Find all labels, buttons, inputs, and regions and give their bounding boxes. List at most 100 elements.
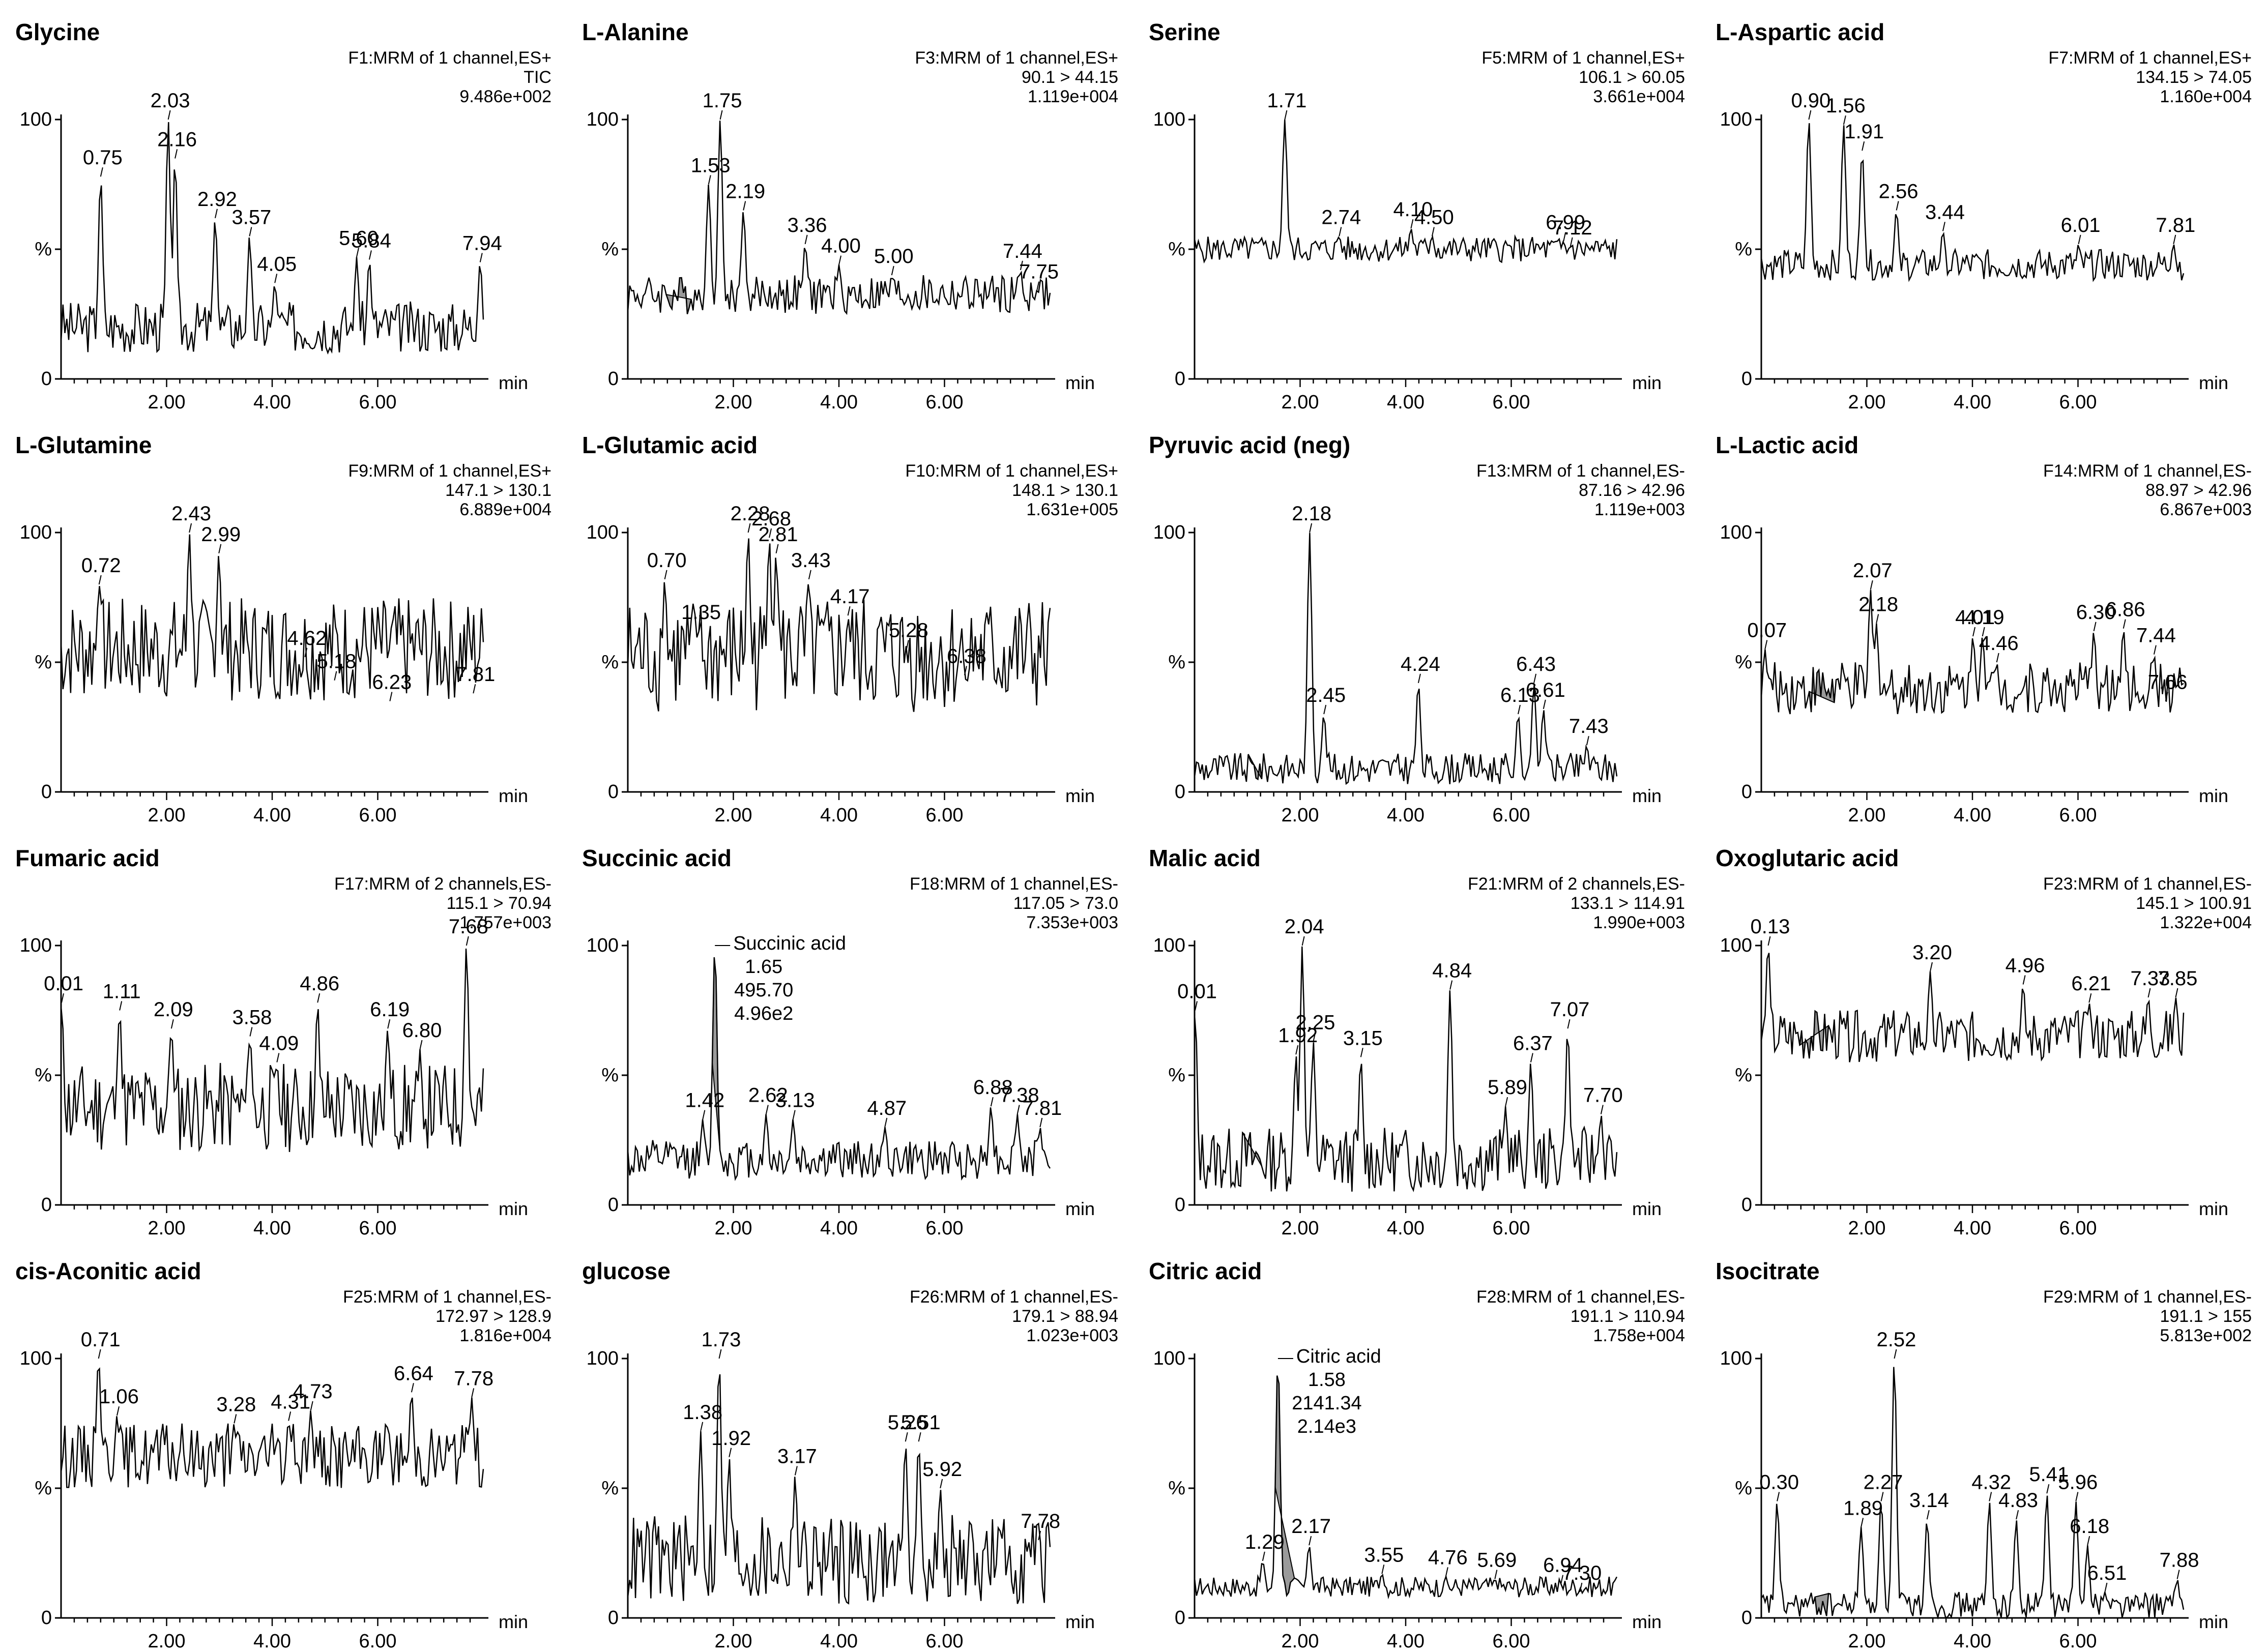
- peak-leader: [389, 692, 393, 701]
- y-tick-label: 0: [1175, 368, 1185, 390]
- y-tick-label: 100: [587, 935, 619, 956]
- peak-label: 2.28: [731, 503, 770, 525]
- peak-leader: [699, 622, 702, 632]
- peak-leader: [167, 110, 171, 120]
- y-tick-label: %: [1735, 239, 1752, 260]
- channel-header: F28:MRM of 1 channel,ES- 191.1 > 110.94 1.…: [1476, 1287, 1685, 1345]
- peak-label: 0.75: [83, 146, 123, 169]
- channel-header-line: 148.1 > 130.1: [1012, 481, 1118, 500]
- peak-leader: [729, 1448, 732, 1458]
- peak-leader: [918, 1432, 921, 1442]
- peak-leader: [61, 993, 65, 1003]
- peak-leader: [249, 227, 252, 237]
- channel-header-line: 115.1 > 70.94: [446, 894, 551, 913]
- peak-leader: [1926, 1510, 1930, 1520]
- chromatogram-trace: [1194, 533, 1618, 785]
- peak-label: 1.92: [1278, 1024, 1318, 1047]
- y-tick-label: %: [601, 1478, 619, 1499]
- x-tick-label: 6.00: [1493, 805, 1530, 826]
- x-tick-label: 2.00: [1848, 1218, 1886, 1239]
- channel-header-line: 106.1 > 60.05: [1579, 68, 1685, 87]
- chromatogram-svg: 0% 100 2.00 4.00 6.00 min 0.01 1.92 2.04 2.25 3.15…: [1153, 916, 1662, 1239]
- panel-title: Succinic acid: [582, 845, 732, 871]
- y-tick-label: %: [601, 239, 619, 260]
- peak-leader: [1039, 1117, 1043, 1128]
- channel-header-line: 1.023e+003: [1026, 1326, 1118, 1345]
- peak-leader: [1579, 1582, 1583, 1592]
- channel-header: F21:MRM of 2 channels,ES- 133.1 > 114.91 1…: [1468, 874, 1685, 932]
- peak-leader: [906, 640, 909, 650]
- y-tick-label: 100: [1153, 109, 1185, 130]
- channel-header-line: F28:MRM of 1 channel,ES-: [1476, 1287, 1685, 1307]
- panel-title: Glycine: [15, 19, 100, 45]
- peak-label: 3.13: [775, 1089, 815, 1112]
- peak-label: 0.71: [81, 1329, 121, 1351]
- x-tick-label: 6.00: [1493, 1631, 1530, 1652]
- peak-label: 6.94: [1543, 1554, 1583, 1577]
- y-tick-label: %: [1735, 1478, 1752, 1499]
- peak-leader: [700, 1422, 704, 1432]
- y-tick-label: 0: [41, 781, 52, 803]
- peak-label: 2.43: [171, 503, 211, 525]
- channel-header: F5:MRM of 1 channel,ES+ 106.1 > 60.05 3.66…: [1481, 48, 1685, 106]
- peak-leader: [1431, 227, 1435, 237]
- channel-header-line: 1.160e+004: [2160, 87, 2252, 106]
- peak-leader: [1301, 936, 1305, 946]
- channel-header-line: 9.486e+002: [459, 87, 551, 106]
- y-tick-label: 0: [608, 781, 619, 803]
- x-tick-label: 6.00: [1493, 392, 1530, 413]
- chromatogram-svg: 0% 100 2.00 4.00 6.00 min 0.07 2.07 2.18 4.014.19…: [1720, 522, 2228, 826]
- peak-label: 5.84: [352, 229, 391, 252]
- x-axis-label: min: [2199, 785, 2228, 806]
- y-tick-label: 100: [20, 935, 52, 956]
- peak-leader: [1767, 936, 1771, 946]
- y-tick-label: %: [1168, 652, 1185, 673]
- peak-leader: [1410, 219, 1414, 229]
- peak-label: 7.88: [2160, 1549, 2199, 1572]
- channel-header-line: 3.661e+004: [1593, 87, 1685, 106]
- channel-header-line: 147.1 > 130.1: [445, 481, 551, 500]
- x-tick-label: 4.00: [1387, 1631, 1425, 1652]
- peak-label: 4.09: [259, 1032, 299, 1055]
- x-tick-label: 4.00: [1387, 392, 1425, 413]
- peak-label: 7.94: [462, 232, 502, 255]
- chromatogram-trace: [60, 948, 484, 1153]
- chromatogram-svg: 0% 100 2.00 4.00 6.00 min 0.71 1.06 3.28 4.314.73…: [20, 1329, 528, 1652]
- channel-header: F26:MRM of 1 channel,ES- 179.1 > 88.94 1.0…: [910, 1287, 1118, 1345]
- peak-label: 2.16: [157, 129, 197, 151]
- channel-header: F25:MRM of 1 channel,ES- 172.97 > 128.9 1.…: [343, 1287, 551, 1345]
- peak-leader: [940, 1479, 943, 1489]
- peak-label: 0.01: [1177, 981, 1217, 1003]
- peak-label: 5.69: [1477, 1549, 1517, 1572]
- peak-leader: [775, 544, 779, 554]
- peak-leader: [2088, 993, 2092, 1003]
- peak-leader: [214, 209, 218, 219]
- y-tick-label: 100: [1720, 522, 1752, 543]
- chromatogram-panel: Malic acid F21:MRM of 2 channels,ES- 133.1…: [1134, 826, 1700, 1239]
- chromatogram-svg: 0% 100 2.00 4.00 6.00 min 1.38 1.73 1.92 3.17 5.26…: [587, 1329, 1095, 1652]
- y-tick-label: 100: [587, 522, 619, 543]
- y-tick-label: %: [1168, 239, 1185, 260]
- x-tick-label: 6.00: [926, 1631, 964, 1652]
- channel-header-line: 1.322e+004: [2160, 913, 2252, 932]
- peak-leader: [702, 1110, 706, 1119]
- peak-label: 5.41: [2029, 1463, 2069, 1486]
- panel-title: L-Lactic acid: [1716, 432, 1859, 458]
- peak-label: 4.50: [1414, 206, 1454, 229]
- channel-header-line: 87.16 > 42.96: [1579, 481, 1685, 500]
- panel-title: L-Aspartic acid: [1716, 19, 1885, 45]
- x-axis-label: min: [1632, 785, 1662, 806]
- peak-leader: [743, 201, 746, 211]
- peak-leader: [175, 149, 178, 159]
- peak-leader: [708, 175, 711, 185]
- peak-leader: [1309, 1536, 1312, 1546]
- peak-label: 5.96: [2058, 1471, 2098, 1494]
- channel-header-line: 6.889e+004: [459, 500, 551, 519]
- peak-label: 2.18: [1292, 503, 1331, 525]
- peak-leader: [276, 1053, 280, 1063]
- x-tick-label: 6.00: [2059, 1218, 2097, 1239]
- peak-label: 6.88: [973, 1076, 1013, 1099]
- peak-label: 4.84: [1432, 960, 1472, 982]
- peak-label: 4.31: [271, 1391, 310, 1413]
